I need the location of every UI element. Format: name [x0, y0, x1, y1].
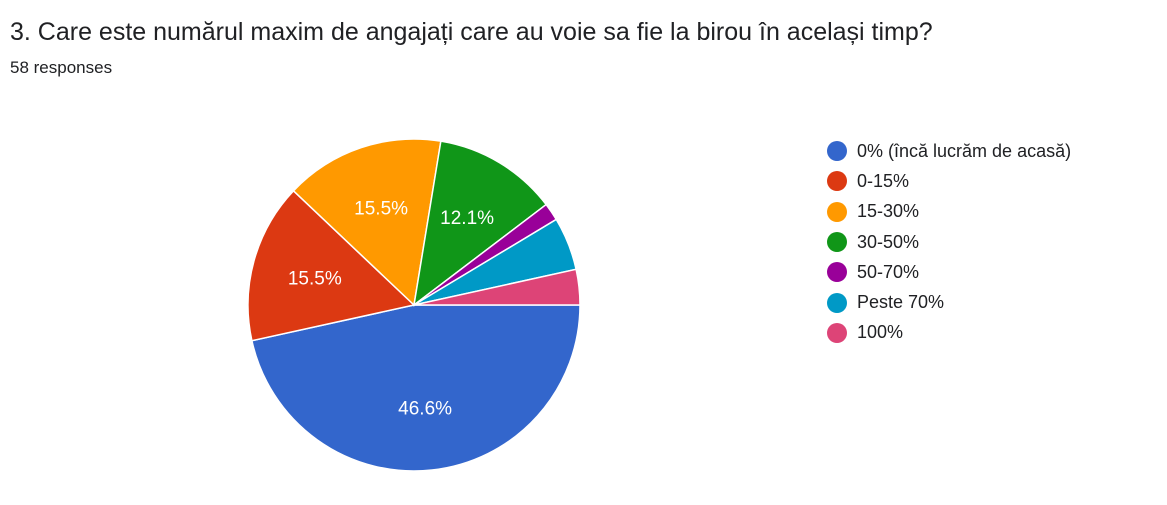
legend-swatch: [827, 171, 847, 192]
legend-item: 30-50%: [827, 227, 1071, 257]
slice-label: 15.5%: [288, 269, 342, 290]
legend-label: Peste 70%: [857, 292, 945, 313]
legend-label: 0% (încă lucrăm de acasă): [857, 140, 1072, 161]
legend-item: 0% (încă lucrăm de acasă): [827, 136, 1071, 166]
pie-slice-30-50: [412, 140, 548, 307]
legend-item: 15-30%: [827, 197, 1071, 227]
legend-label: 30-50%: [857, 231, 920, 252]
pie-slices: [247, 138, 581, 472]
legend-swatch: [827, 322, 847, 343]
question-title: 3. Care este numărul maxim de angajați c…: [10, 18, 933, 46]
legend-swatch: [827, 141, 847, 162]
pie-slice-100: [413, 268, 581, 306]
chart-legend: 0% (încă lucrăm de acasă) 0-15% 15-30% 30-5…: [827, 136, 1071, 348]
legend-swatch: [827, 201, 847, 222]
legend-label: 15-30%: [857, 201, 920, 222]
slice-label: 12.1%: [440, 208, 494, 229]
legend-label: 50-70%: [857, 261, 920, 282]
legend-swatch: [827, 292, 847, 313]
response-count: 58 responses: [10, 58, 113, 77]
legend-swatch: [827, 262, 847, 283]
legend-item: 50-70%: [827, 257, 1071, 287]
slice-label: 46.6%: [398, 398, 452, 419]
slice-label: 15.5%: [354, 199, 408, 220]
legend-item: 100%: [827, 318, 1071, 348]
legend-label: 0-15%: [857, 170, 910, 191]
legend-item: 0-15%: [827, 166, 1071, 196]
pie-slice-15-30: [292, 138, 442, 307]
pie-slice-0-15: [247, 189, 416, 342]
legend-swatch: [827, 232, 847, 253]
pie-slice-labels: 46.6% 15.5% 15.5% 12.1%: [288, 199, 494, 420]
pie-slice-0-nc-lucr-m-de-acas: [250, 304, 581, 472]
legend-label: 100%: [857, 322, 904, 343]
legend-item: Peste 70%: [827, 287, 1071, 317]
